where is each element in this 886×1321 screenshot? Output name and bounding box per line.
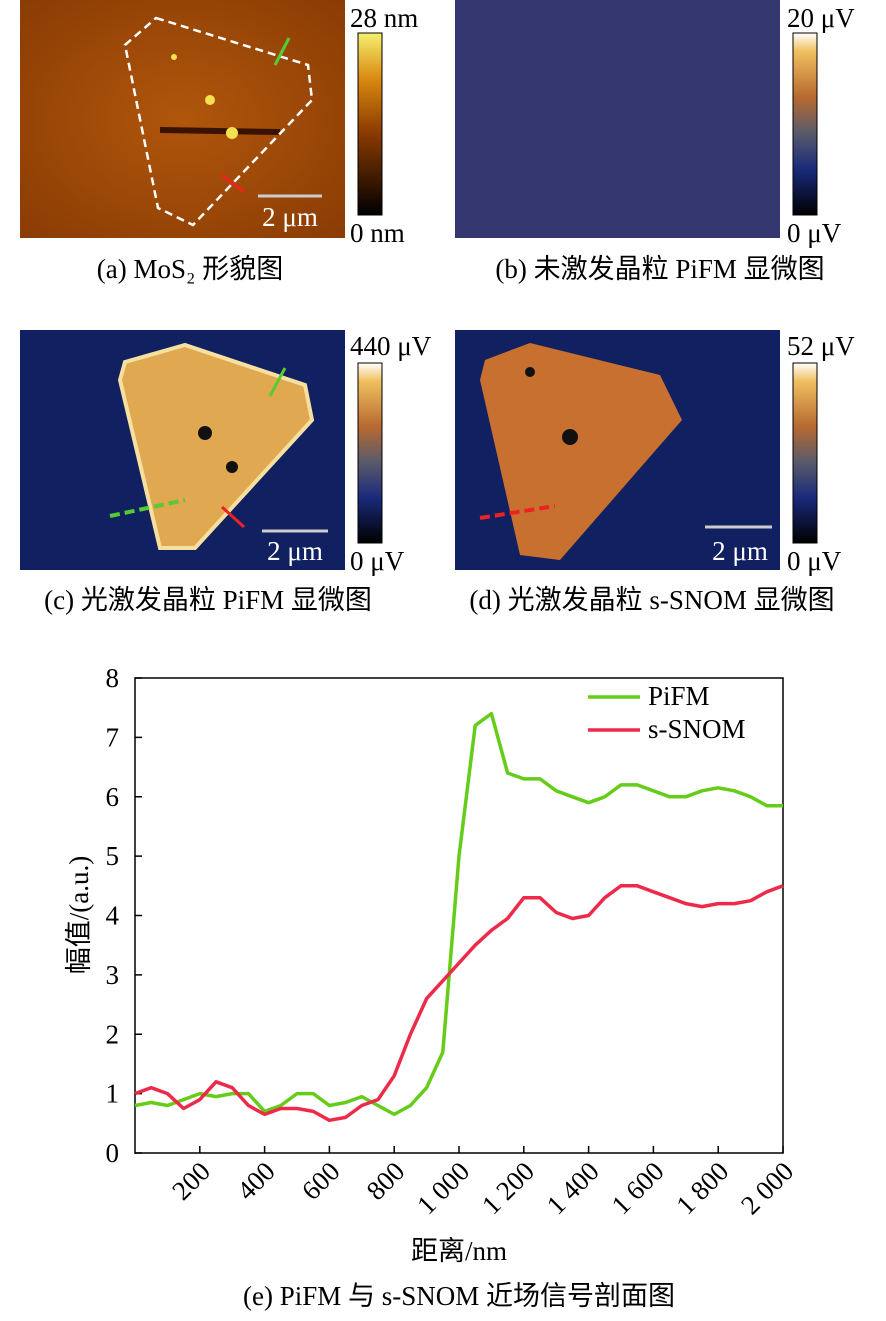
scale-bar-label: 2 μm [267, 536, 323, 566]
y-tick-label: 5 [106, 841, 120, 871]
x-axis-label: 距离/nm [411, 1236, 507, 1266]
image-feature [198, 426, 212, 440]
y-tick-label: 3 [106, 960, 120, 990]
colorbar-min: 0 μV [787, 218, 842, 248]
plot-frame [134, 677, 784, 1154]
colorbar-max: 20 μV [787, 3, 855, 33]
profile-line [109, 498, 186, 518]
colorbar [357, 362, 383, 544]
x-tick-label: 1 000 [411, 1156, 475, 1220]
y-tick-label: 8 [106, 663, 120, 693]
y-tick-label: 2 [106, 1019, 120, 1049]
series-line [134, 884, 784, 1123]
profile-line [220, 505, 246, 529]
flake-outline [123, 16, 314, 227]
colorbar-min: 0 nm [350, 218, 405, 248]
colorbar-max: 440 μV [350, 331, 432, 361]
x-tick-label: 200 [166, 1156, 216, 1206]
pifm-image [455, 0, 780, 238]
colorbar [357, 32, 383, 216]
x-tick-label: 1 800 [670, 1156, 734, 1220]
chart-caption: (e) PiFM 与 s-SNOM 近场信号剖面图 [243, 1281, 675, 1311]
panel-caption: (b) 未激发晶粒 PiFM 显微图 [495, 254, 824, 284]
image-noise [455, 0, 780, 238]
y-tick-label: 0 [106, 1138, 120, 1168]
colorbar-min: 0 μV [787, 546, 842, 576]
colorbar-max: 28 nm [350, 3, 418, 33]
y-tick-label: 6 [106, 782, 120, 812]
y-tick-label: 4 [106, 901, 120, 931]
profile-line [221, 173, 245, 194]
x-tick-label: 1 600 [605, 1156, 669, 1220]
series-line [134, 711, 783, 1117]
image-feature [171, 54, 177, 60]
x-tick-label: 1 400 [541, 1156, 605, 1220]
colorbar-min: 0 μV [350, 546, 405, 576]
colorbar [792, 362, 818, 544]
panel-caption: (c) 光激发晶粒 PiFM 显微图 [44, 585, 372, 615]
afm-image [20, 0, 345, 238]
colorbar [792, 32, 818, 216]
panel-caption: (a) MoS₂ 形貌图 [97, 254, 283, 284]
legend-label: PiFM [648, 681, 710, 711]
image-feature [525, 367, 535, 377]
profile-line [273, 37, 291, 66]
legend-label: s-SNOM [648, 714, 746, 744]
scale-bar-label: 2 μm [712, 536, 768, 566]
x-tick-label: 600 [296, 1156, 346, 1206]
flake [117, 342, 315, 550]
panel-caption: (d) 光激发晶粒 s-SNOM 显微图 [469, 585, 834, 615]
profile-line [479, 504, 556, 520]
image-feature [226, 127, 238, 139]
y-tick-label: 7 [106, 722, 120, 752]
y-axis-label: 幅值/(a.u.) [64, 856, 94, 974]
y-tick-label: 1 [106, 1079, 120, 1109]
profile-line [268, 367, 287, 397]
x-tick-label: 400 [231, 1156, 281, 1206]
image-feature [159, 127, 281, 135]
colorbar-max: 52 μV [787, 331, 855, 361]
x-tick-label: 800 [361, 1156, 411, 1206]
image-feature [205, 95, 215, 105]
scale-bar-label: 2 μm [262, 202, 318, 232]
image-feature [562, 429, 578, 445]
x-tick-label: 2 000 [735, 1156, 799, 1220]
flake [480, 343, 682, 560]
x-tick-label: 1 200 [476, 1156, 540, 1220]
image-feature [226, 461, 238, 473]
